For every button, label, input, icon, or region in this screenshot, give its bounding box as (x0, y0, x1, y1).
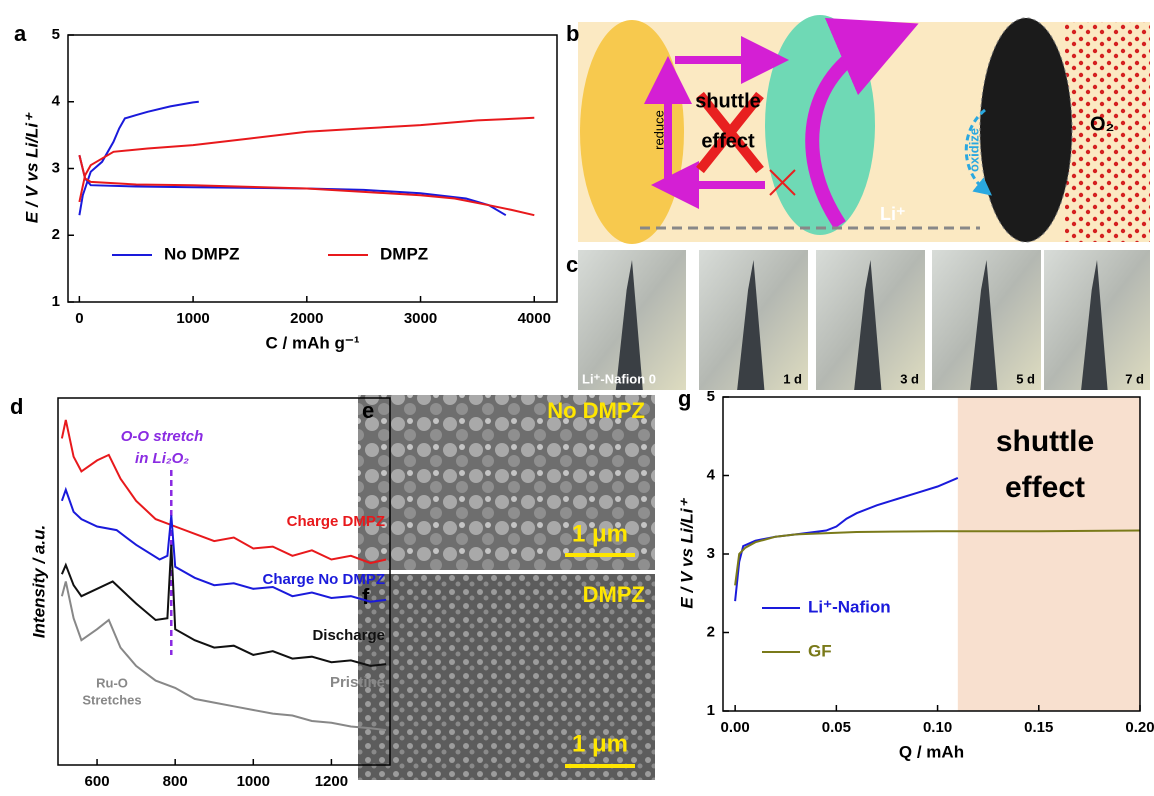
annotation: O-O stretch (121, 428, 204, 445)
y-tick-label: 3 (707, 545, 715, 562)
label: Li⁺ (880, 204, 906, 224)
x-tick-label: 1000 (176, 310, 209, 327)
y-tick-label: 2 (707, 623, 715, 640)
x-tick-label: 0.15 (1024, 719, 1053, 736)
x-tick-label: 1000 (237, 773, 270, 790)
sem-label: No DMPZ (547, 398, 645, 423)
plot-frame (68, 35, 557, 302)
scale-label: 1 μm (572, 520, 628, 547)
series-line (79, 118, 534, 215)
series-line (62, 420, 386, 563)
cathode (980, 18, 1072, 242)
y-tick-label: 5 (707, 388, 715, 405)
y-tick-label: 5 (52, 26, 60, 43)
panel-label: g (678, 386, 691, 411)
panel-label: d (10, 394, 23, 419)
photo-label: 7 d (1125, 371, 1144, 386)
y-tick-label: 4 (707, 466, 716, 483)
x-tick-label: 0.05 (822, 719, 851, 736)
photo-label: 3 d (900, 371, 919, 386)
panel-label: a (14, 21, 27, 46)
series-label: Pristine (330, 674, 385, 691)
series-label: Discharge (312, 627, 385, 644)
panel-label: e (362, 398, 374, 423)
scale-bar (565, 553, 635, 557)
x-axis-label: Q / mAh (899, 742, 964, 761)
photos-c: Li⁺-Nafion 0 1 d 3 d 5 d 7 d (578, 250, 1150, 390)
diagram-b: shuttle effect reduce oxidize Li⁺ O₂ (578, 15, 1150, 244)
series-line (62, 545, 386, 666)
x-tick-label: 800 (163, 773, 188, 790)
annotation: in Li₂O₂ (135, 450, 189, 467)
scale-label: 1 μm (572, 730, 628, 757)
legend-label: GF (808, 641, 832, 660)
y-tick-label: 4 (52, 93, 61, 110)
x-tick-label: 0.20 (1125, 719, 1154, 736)
annotation: Ru-O (96, 675, 128, 690)
y-tick-label: 1 (52, 293, 60, 310)
scale-bar (565, 764, 635, 768)
annotation: shuttle (996, 425, 1094, 458)
series-label: Charge DMPZ (287, 513, 385, 530)
series-label: Charge No DMPZ (262, 571, 385, 588)
figure: shuttle effect reduce oxidize Li⁺ O₂ Li⁺… (0, 0, 1154, 791)
x-tick-label: 0 (75, 310, 83, 327)
legend-label: DMPZ (380, 244, 428, 263)
photo-label: 5 d (1016, 371, 1035, 386)
y-tick-label: 3 (52, 159, 60, 176)
photo-label: Li⁺-Nafion 0 (582, 371, 656, 386)
x-tick-label: 2000 (290, 310, 323, 327)
x-axis-label: C / mAh g⁻¹ (266, 333, 360, 352)
y-axis-label: Intensity / a.u. (29, 525, 48, 638)
y-axis-label: E / V vs Li/Li⁺ (677, 497, 696, 608)
x-tick-label: 1200 (315, 773, 348, 790)
x-tick-label: 3000 (404, 310, 437, 327)
series-line (62, 582, 386, 731)
label: O₂ (1090, 113, 1114, 135)
y-tick-label: 2 (52, 226, 60, 243)
label: effect (701, 130, 755, 152)
y-tick-label: 1 (707, 702, 715, 719)
x-tick-label: 4000 (518, 310, 551, 327)
annotation: Stretches (82, 692, 141, 707)
y-axis-label: E / V vs Li/Li⁺ (22, 112, 41, 223)
panel-label: b (566, 21, 579, 46)
label: reduce (651, 110, 666, 150)
label: oxidize (966, 128, 981, 172)
panel-label: c (566, 252, 578, 277)
legend-label: Li⁺-Nafion (808, 597, 891, 616)
x-tick-label: 600 (85, 773, 110, 790)
photo-label: 1 d (783, 371, 802, 386)
x-tick-label: 0.00 (721, 719, 750, 736)
legend-label: No DMPZ (164, 244, 240, 263)
sem-label: DMPZ (583, 582, 645, 607)
annotation: effect (1005, 471, 1085, 504)
x-tick-label: 0.10 (923, 719, 952, 736)
label: shuttle (695, 90, 761, 112)
